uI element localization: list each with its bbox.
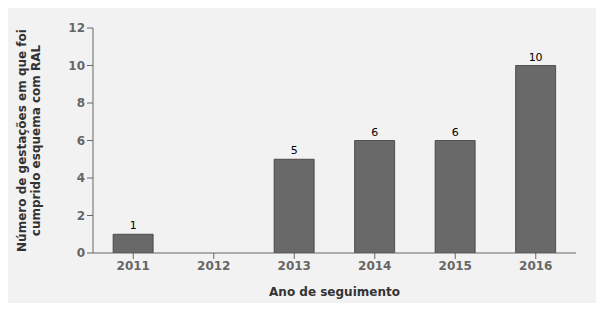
svg-text:1: 1 (130, 219, 137, 232)
svg-text:Número de gestações em que foi: Número de gestações em que foicumprido e… (15, 29, 43, 252)
svg-text:12: 12 (68, 21, 85, 35)
svg-text:4: 4 (77, 171, 85, 185)
svg-text:2013: 2013 (278, 259, 311, 273)
svg-text:6: 6 (371, 126, 378, 139)
svg-text:6: 6 (77, 134, 85, 148)
svg-text:6: 6 (452, 126, 459, 139)
svg-text:2015: 2015 (439, 259, 472, 273)
svg-text:10: 10 (529, 51, 543, 64)
svg-text:10: 10 (68, 59, 85, 73)
svg-text:2014: 2014 (358, 259, 391, 273)
svg-text:Ano de seguimento: Ano de seguimento (269, 285, 400, 299)
svg-text:8: 8 (77, 96, 85, 110)
svg-text:2011: 2011 (117, 259, 150, 273)
svg-text:2016: 2016 (519, 259, 552, 273)
svg-text:0: 0 (77, 246, 85, 260)
svg-text:5: 5 (291, 144, 298, 157)
svg-text:2: 2 (77, 209, 85, 223)
svg-text:2012: 2012 (197, 259, 230, 273)
